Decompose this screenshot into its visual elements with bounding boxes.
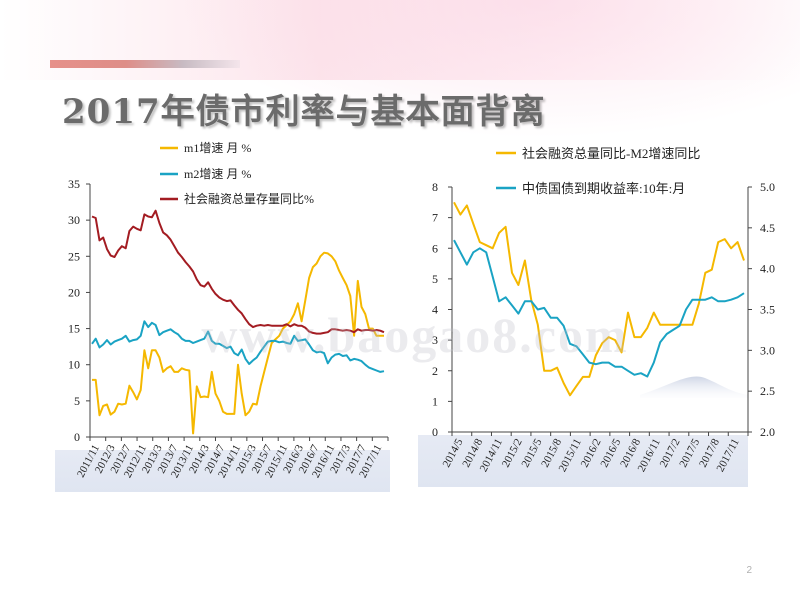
c2-series-line-1 [453, 201, 745, 397]
c1-y-tick-label: 0 [74, 430, 80, 444]
c2-y-tick-label-right: 5.0 [760, 180, 775, 194]
c2-y-tick-label-left: 7 [432, 211, 438, 225]
c2-y-tick-label-right: 3.5 [760, 303, 775, 317]
c1-y-tick-label: 30 [68, 213, 80, 227]
c2-y-tick-label-left: 4 [432, 303, 438, 317]
c2-legend-label: 社会融资总量同比-M2增速同比 [522, 146, 700, 161]
c1-legend-label: 社会融资总量存量同比% [184, 191, 314, 206]
header-glow-accent [150, 0, 800, 150]
c1-legend-label: m1增速 月 % [184, 141, 251, 155]
c1-y-tick-label: 15 [68, 322, 80, 336]
c2-y-tick-label-left: 0 [432, 425, 438, 439]
c1-y-tick-label: 5 [74, 394, 80, 408]
c1-series-line-1 [92, 251, 384, 435]
c2-y-tick-label-left: 8 [432, 180, 438, 194]
c1-series-line-3 [91, 209, 385, 335]
c1-y-tick-label: 10 [68, 358, 80, 372]
page-number: 2 [746, 565, 752, 576]
c1-y-tick-label: 25 [68, 249, 80, 263]
c1-y-tick-label: 35 [68, 177, 80, 191]
c2-y-tick-label-right: 4.5 [760, 221, 775, 235]
c2-legend-label: 中债国债到期收益率:10年:月 [522, 181, 685, 196]
c2-y-tick-label-left: 5 [432, 272, 438, 286]
logo-strip [50, 60, 240, 68]
left-chart-xaxis-band [55, 450, 390, 492]
page-title: 2017年债市利率与基本面背离 [62, 92, 546, 132]
c1-series-line-2 [91, 320, 385, 373]
c2-y-tick-label-right: 2.0 [760, 425, 775, 439]
c2-y-tick-label-left: 2 [432, 364, 438, 378]
c1-legend-label: m2增速 月 % [184, 167, 251, 181]
c2-y-tick-label-left: 6 [432, 241, 438, 255]
c2-y-tick-label-left: 3 [432, 333, 438, 347]
c1-y-tick-label: 20 [68, 285, 80, 299]
c2-y-tick-label-left: 1 [432, 394, 438, 408]
c2-series-line-2 [453, 239, 745, 378]
c2-y-tick-label-right: 2.5 [760, 384, 775, 398]
c2-y-tick-label-right: 4.0 [760, 262, 775, 276]
c2-y-tick-label-right: 3.0 [760, 343, 775, 357]
mountain-decoration [640, 376, 748, 398]
right-chart-xaxis-band [418, 435, 748, 487]
